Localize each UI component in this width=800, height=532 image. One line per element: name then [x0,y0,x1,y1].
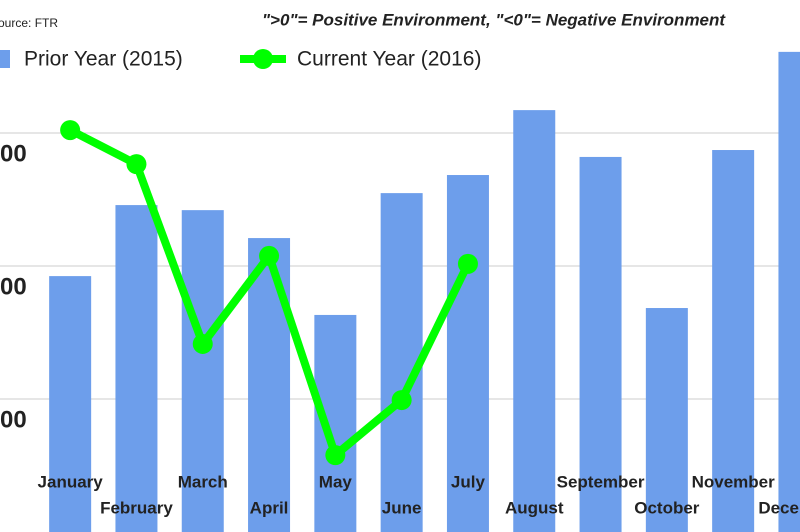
y-tick-label: 00 [0,273,27,300]
line-marker [192,333,213,354]
bar [115,205,158,532]
line-marker [325,445,346,466]
bar [645,308,688,532]
line-marker [391,390,412,411]
x-tick-label: October [634,498,700,517]
x-tick-label: January [38,472,104,491]
x-tick-label: April [250,498,289,517]
line-marker [259,245,280,266]
line-marker [60,120,81,141]
legend-label: Prior Year (2015) [24,48,183,71]
x-tick-label: February [100,498,173,517]
y-tick-label: 00 [0,140,27,167]
subtitle: ">0"= Positive Environment, "<0"= Negati… [262,10,726,29]
bar [181,210,224,532]
legend-swatch-marker [253,49,273,69]
legend-label: Current Year (2016) [297,48,481,71]
bar [49,276,92,532]
x-tick-label: July [451,472,486,491]
bar [579,156,622,532]
line-marker [126,154,147,175]
legend-swatch [0,50,10,68]
line-marker [457,253,478,274]
x-tick-label: June [382,498,422,517]
x-tick-label: August [505,498,564,517]
bar [712,150,755,532]
source: Source: FTR [0,16,58,30]
x-tick-label: December [758,498,800,517]
bar [513,110,556,532]
x-tick-label: November [692,472,776,491]
y-tick-label: 00 [0,406,27,433]
x-tick-label: September [557,472,645,491]
x-tick-label: March [178,472,228,491]
bar [248,238,291,532]
bar [778,51,800,532]
x-tick-label: May [319,472,353,491]
bar [446,175,489,532]
